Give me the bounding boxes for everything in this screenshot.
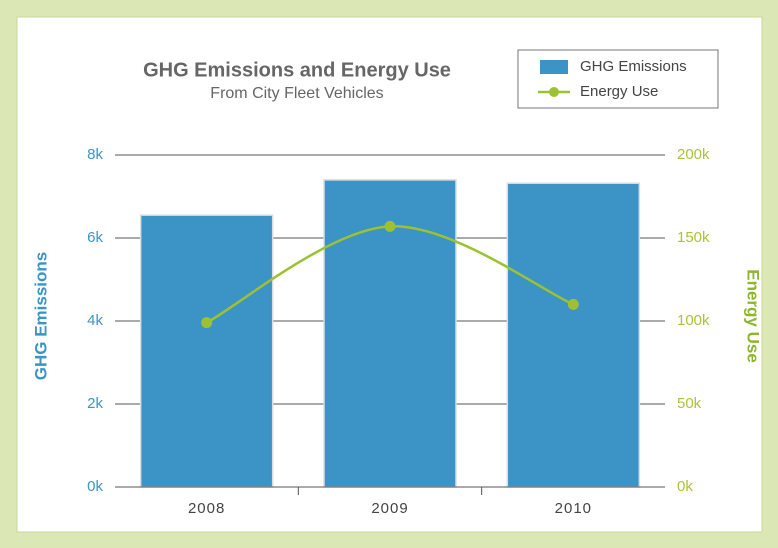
y-tick-label: 8k: [87, 146, 103, 163]
legend-swatch: [549, 87, 559, 97]
legend-label: Energy Use: [580, 83, 658, 100]
bar: [139, 214, 274, 488]
y2-tick-label: 150k: [677, 229, 710, 246]
legend-label: GHG Emissions: [580, 58, 687, 75]
y2-tick-label: 200k: [677, 146, 710, 163]
chart-title: GHG Emissions and Energy Use: [143, 59, 451, 81]
y2-axis-title: Energy Use: [744, 269, 763, 363]
y2-tick-label: 100k: [677, 312, 710, 329]
line-marker: [384, 220, 396, 232]
y2-tick-label: 0k: [677, 478, 693, 495]
x-tick-label: 2009: [371, 500, 408, 517]
line-marker: [567, 298, 579, 310]
y-tick-label: 2k: [87, 395, 103, 412]
line-marker: [201, 317, 213, 329]
legend-box: [517, 49, 719, 109]
y-tick-label: 6k: [87, 229, 103, 246]
x-tick-label: 2010: [555, 500, 592, 517]
chart-subtitle: From City Fleet Vehicles: [210, 85, 383, 102]
y-axis-title: GHG Emissions: [31, 252, 50, 380]
y-tick-label: 0k: [87, 478, 103, 495]
y2-tick-label: 50k: [677, 395, 702, 412]
bar: [506, 182, 641, 488]
y-tick-label: 4k: [87, 312, 103, 329]
legend-swatch: [540, 60, 568, 74]
x-tick-label: 2008: [188, 500, 225, 517]
